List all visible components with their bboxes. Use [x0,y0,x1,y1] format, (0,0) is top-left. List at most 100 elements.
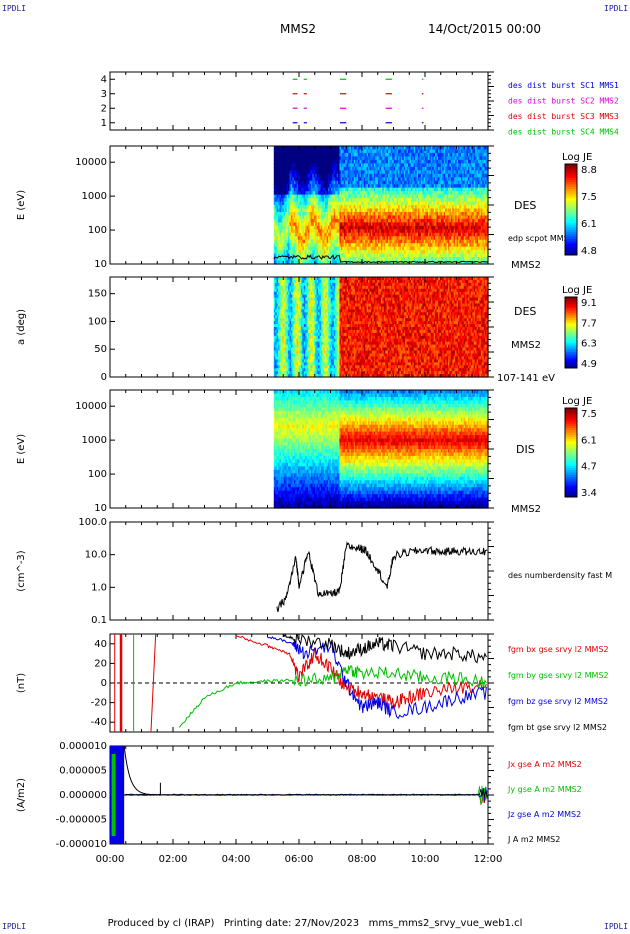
y-tick-label: 0 [101,372,107,383]
des-energy-spectrogram [273,146,489,265]
dis-energy-colorbar [564,407,578,498]
colorbar-title: Log JE [562,285,592,296]
colorbar-tick-label: 9.1 [581,298,597,309]
burst-legend-entry: des dist burst SC2 MMS2 [508,97,619,106]
y-tick-label: 0.000000 [59,790,107,801]
footer-produced-by: Produced by cl (IRAP) [107,918,215,929]
x-tick-label: 04:00 [222,854,251,865]
spacecraft-title: MMS2 [280,22,316,36]
footer-printing-date: Printing date: 27/Nov/2023 [223,918,360,929]
j-decay-line [123,745,161,796]
y-tick-label: 50 [94,344,107,355]
bfield-ylabel: (nT) [16,673,27,693]
corner-label-top-left: IPDLI [2,4,27,13]
y-tick-label: 10000 [75,401,107,412]
corner-label-bottom-right: IPDLI [604,922,629,931]
y-tick-label: -0.000005 [56,815,107,826]
colorbar-tick-label: 6.3 [581,339,597,350]
density-ylabel: (cm^-3) [16,550,27,591]
y-tick-label: 1000 [82,191,107,202]
footer: Produced by cl (IRAP) Printing date: 27/… [0,918,630,929]
colorbar-tick-label: 7.5 [581,409,597,420]
y-tick-label: -0.000010 [56,839,107,850]
bfield-legend: fgm bz gse srvy l2 MMS2 [508,697,608,706]
y-tick-label: 40 [94,639,107,650]
burst-legend-entry: des dist burst SC1 MMS1 [508,81,619,90]
jy-noise-block [111,754,116,836]
current-ylabel: (A/m2) [16,778,27,812]
des-energy-sc-label: MMS2 [511,260,541,271]
x-tick-label: 02:00 [159,854,188,865]
des-pitch-label: DES [514,305,536,318]
des-pitch-ylabel: a (deg) [16,309,27,345]
y-tick-label: 100 [88,469,107,480]
current-line [124,788,488,797]
colorbar-tick-label: 6.1 [581,435,597,446]
des-energy-label: DES [514,199,536,212]
bfield-line [235,635,487,710]
colorbar-tick-label: 8.8 [581,165,597,176]
y-tick-label: 0.1 [91,615,107,626]
x-tick-label: 08:00 [348,854,377,865]
burst-panel-frame [109,71,489,131]
des-pitch-sc-label: MMS2 [511,340,541,351]
x-tick-label: 10:00 [411,854,440,865]
y-tick-label: 10.0 [85,550,107,561]
colorbar-tick-label: 7.5 [581,192,597,203]
corner-label-bottom-left: IPDLI [2,922,27,931]
dis-energy-ylabel: E (eV) [16,434,27,464]
burst-legend-entry: des dist burst SC4 MMS4 [508,128,619,137]
bfield-legend: fgm by gse srvy l2 MMS2 [508,671,609,680]
y-tick-label: 150 [88,289,107,300]
y-tick-label: 1000 [82,435,107,446]
des-pitch-spectrogram [273,277,489,378]
burst-legend-entry: des dist burst SC3 MMS3 [508,112,619,121]
y-tick-label: -40 [91,717,107,728]
footer-filename: mms_mms2_srvy_vue_web1.cl [368,918,523,929]
colorbar-tick-label: 6.1 [581,219,597,230]
current-legend: J A m2 MMS2 [507,835,560,844]
corner-label-top-right: IPDLI [604,4,629,13]
des-pitch-energy-label: 107-141 eV [497,373,555,384]
y-tick-label: 0.000010 [59,741,107,752]
y-tick-label: 2 [101,103,107,114]
x-tick-label: 12:00 [474,854,503,865]
colorbar-title: Log JE [562,396,592,407]
density-legend: des numberdensity fast M [508,571,612,580]
y-tick-label: 20 [94,658,107,669]
density-line [276,540,488,612]
bfield-line [267,636,487,720]
scpot-line [273,254,489,264]
y-tick-label: 0.000005 [59,766,107,777]
bfield-legend: fgm bx gse srvy l2 MMS2 [508,645,609,654]
y-tick-label: 0 [101,678,107,689]
x-tick-label: 06:00 [285,854,314,865]
y-tick-label: 100 [88,225,107,236]
y-tick-label: 1 [101,118,107,129]
dis-energy-sc-label: MMS2 [511,504,541,515]
y-tick-label: 4 [101,74,107,85]
current-legend: Jy gse A m2 MMS2 [507,785,582,794]
des-energy-ylabel: E (eV) [16,190,27,220]
des-pitch-colorbar [564,296,578,369]
y-tick-label: 100 [88,316,107,327]
current-line [124,786,488,801]
colorbar-tick-label: 4.8 [581,246,597,257]
current-legend: Jz gse A m2 MMS2 [507,810,581,819]
colorbar-title: Log JE [562,152,592,163]
y-tick-label: -20 [91,698,107,709]
colorbar-tick-label: 3.4 [581,488,597,499]
x-tick-label: 00:00 [96,854,125,865]
dis-energy-spectrogram [273,390,489,509]
dis-energy-label: DIS [516,443,535,456]
current-line [124,789,488,806]
current-legend: Jx gse A m2 MMS2 [507,760,582,769]
colorbar-tick-label: 4.7 [581,462,597,473]
y-tick-label: 1.0 [91,582,107,593]
bx-spike [150,633,157,733]
colorbar-tick-label: 7.7 [581,318,597,329]
colorbar-tick-label: 4.9 [581,359,597,370]
bfield-line [282,633,487,664]
bfield-legend: fgm bt gse srvy l2 MMS2 [508,723,607,732]
